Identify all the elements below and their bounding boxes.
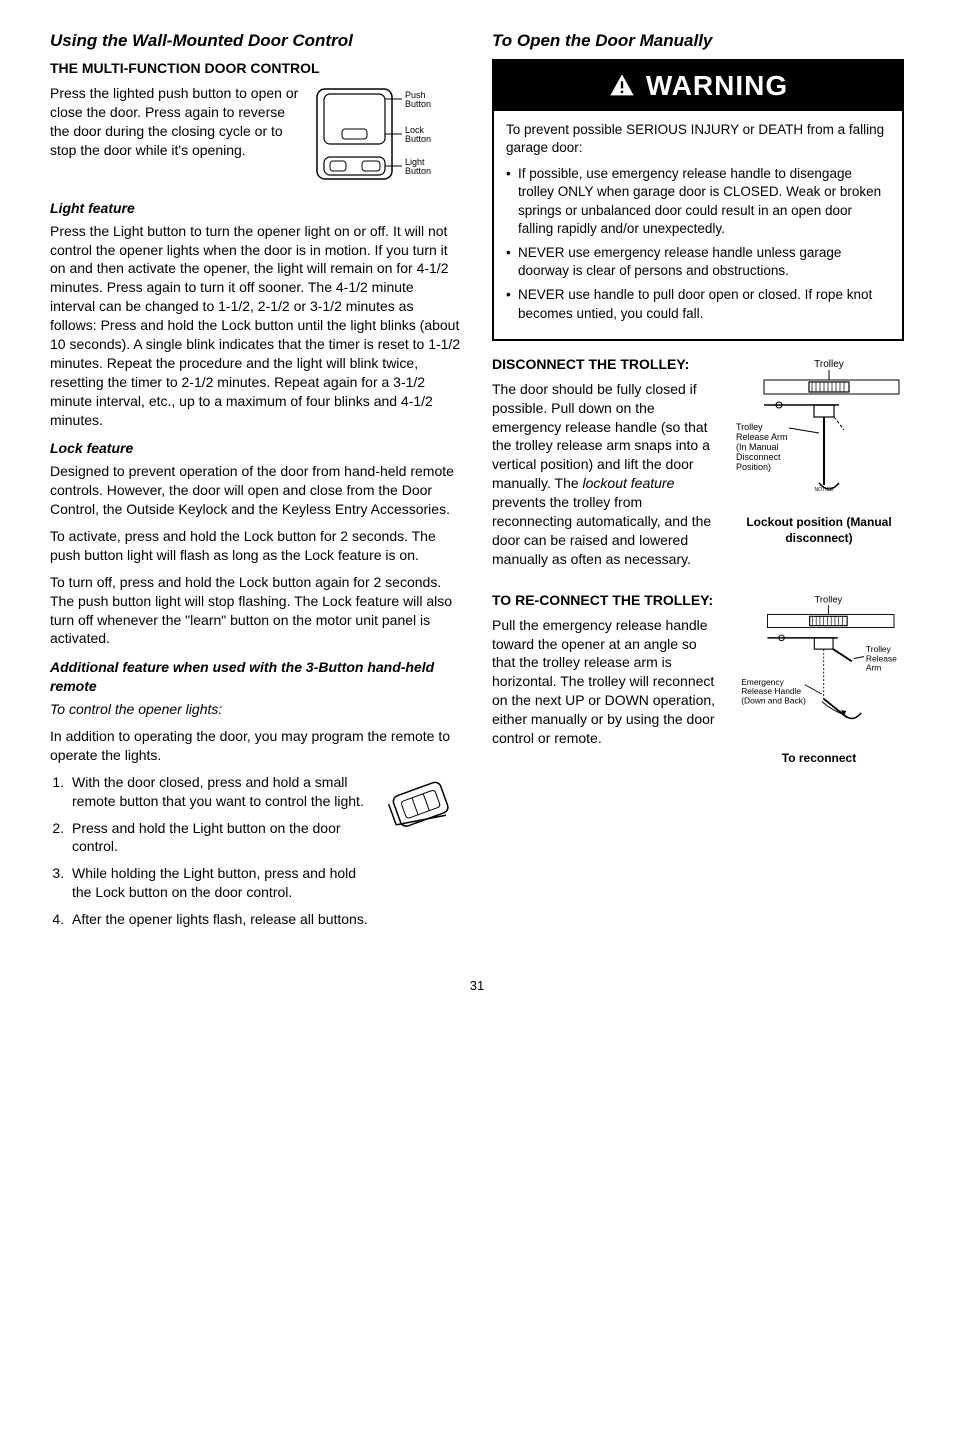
lock-p2: To activate, press and hold the Lock but… xyxy=(50,527,462,565)
light-feature-text: Press the Light button to turn the opene… xyxy=(50,222,462,430)
wall-control-diagram: Push Button Lock Button Light Button xyxy=(312,84,462,189)
svg-text:Button: Button xyxy=(405,134,431,144)
reconnect-diagram: Trolley Trolley xyxy=(734,591,904,766)
reconnect-heading: TO RE-CONNECT THE TROLLEY: xyxy=(492,591,722,610)
warning-box: WARNING To prevent possible SERIOUS INJU… xyxy=(492,59,904,341)
warning-item-3: NEVER use handle to pull door open or cl… xyxy=(506,286,890,322)
lock-p3: To turn off, press and hold the Lock but… xyxy=(50,573,462,649)
additional-intro: In addition to operating the door, you m… xyxy=(50,727,462,765)
light-feature-heading: Light feature xyxy=(50,199,462,218)
warning-item-1: If possible, use emergency release handl… xyxy=(506,165,890,238)
svg-text:Trolley: Trolley xyxy=(814,359,844,370)
svg-text:(Down and Back): (Down and Back) xyxy=(741,695,806,705)
step-4: After the opener lights flash, release a… xyxy=(68,910,372,929)
warning-lead: To prevent possible SERIOUS INJURY or DE… xyxy=(506,121,890,157)
disconnect-diagram: Trolley NOTICE Trolley Release Arm xyxy=(734,355,904,546)
svg-text:Release Arm: Release Arm xyxy=(736,432,788,442)
disconnect-text: The door should be fully closed if possi… xyxy=(492,380,722,569)
svg-text:(In Manual: (In Manual xyxy=(736,442,779,452)
step-1: With the door closed, press and hold a s… xyxy=(68,773,372,811)
svg-text:Button: Button xyxy=(405,166,431,176)
right-title: To Open the Door Manually xyxy=(492,30,904,53)
svg-text:NOTICE: NOTICE xyxy=(815,487,835,493)
warning-list: If possible, use emergency release handl… xyxy=(506,165,890,323)
warning-item-2: NEVER use emergency release handle unles… xyxy=(506,244,890,280)
warning-label: WARNING xyxy=(646,67,788,105)
reconnect-caption: To reconnect xyxy=(734,750,904,766)
remote-diagram xyxy=(382,773,462,848)
multi-function-heading: THE MULTI-FUNCTION DOOR CONTROL xyxy=(50,59,462,78)
left-title: Using the Wall-Mounted Door Control xyxy=(50,30,462,53)
steps-list: With the door closed, press and hold a s… xyxy=(50,773,372,937)
to-control-lights: To control the opener lights: xyxy=(50,700,462,719)
step-2: Press and hold the Light button on the d… xyxy=(68,819,372,857)
reconnect-text: Pull the emergency release handle toward… xyxy=(492,616,722,748)
lock-feature-heading: Lock feature xyxy=(50,439,462,458)
disconnect-caption: Lockout position (Manual disconnect) xyxy=(734,514,904,546)
step-3: While holding the Light button, press an… xyxy=(68,864,372,902)
svg-text:Disconnect: Disconnect xyxy=(736,452,781,462)
disconnect-heading: DISCONNECT THE TROLLEY: xyxy=(492,355,722,374)
svg-text:Button: Button xyxy=(405,99,431,109)
svg-text:Trolley: Trolley xyxy=(736,422,763,432)
svg-text:Position): Position) xyxy=(736,462,771,472)
warning-triangle-icon xyxy=(608,72,636,100)
svg-text:Arm: Arm xyxy=(866,662,881,672)
svg-text:Trolley: Trolley xyxy=(815,594,843,604)
intro-text: Press the lighted push button to open or… xyxy=(50,84,302,160)
additional-feature-heading: Additional feature when used with the 3-… xyxy=(50,658,462,696)
lock-p1: Designed to prevent operation of the doo… xyxy=(50,462,462,519)
page-number: 31 xyxy=(50,977,904,995)
warning-header: WARNING xyxy=(494,61,902,111)
